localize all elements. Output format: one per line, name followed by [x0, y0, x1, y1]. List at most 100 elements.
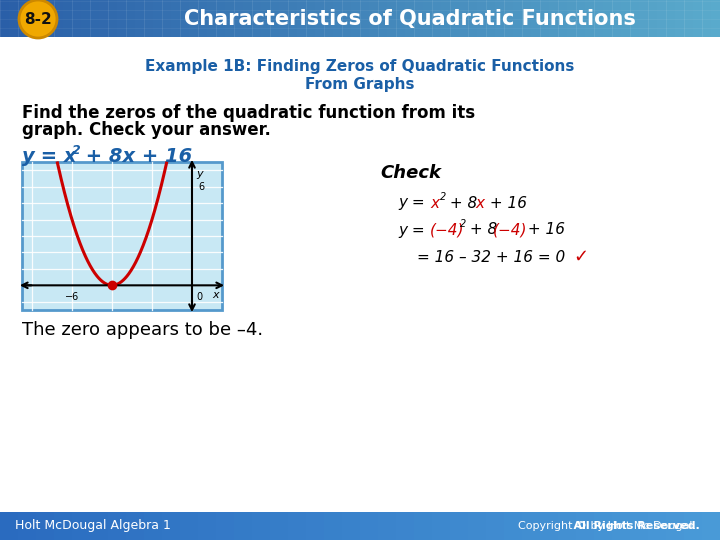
FancyBboxPatch shape: [576, 0, 586, 37]
FancyBboxPatch shape: [468, 512, 487, 540]
FancyBboxPatch shape: [585, 0, 595, 37]
FancyBboxPatch shape: [459, 0, 469, 37]
Text: x: x: [430, 195, 439, 211]
FancyBboxPatch shape: [540, 0, 550, 37]
FancyBboxPatch shape: [432, 512, 451, 540]
FancyBboxPatch shape: [621, 0, 631, 37]
FancyBboxPatch shape: [198, 512, 217, 540]
FancyBboxPatch shape: [549, 0, 559, 37]
FancyBboxPatch shape: [54, 512, 73, 540]
FancyBboxPatch shape: [90, 512, 109, 540]
FancyBboxPatch shape: [72, 0, 82, 37]
FancyBboxPatch shape: [63, 0, 73, 37]
Text: + 8: + 8: [445, 195, 477, 211]
FancyBboxPatch shape: [288, 512, 307, 540]
FancyBboxPatch shape: [324, 512, 343, 540]
FancyBboxPatch shape: [306, 512, 325, 540]
Text: = 16 – 32 + 16 = 0: = 16 – 32 + 16 = 0: [417, 249, 565, 265]
FancyBboxPatch shape: [648, 0, 658, 37]
FancyBboxPatch shape: [531, 0, 541, 37]
FancyBboxPatch shape: [54, 0, 64, 37]
FancyBboxPatch shape: [261, 0, 271, 37]
FancyBboxPatch shape: [9, 0, 19, 37]
FancyBboxPatch shape: [234, 0, 244, 37]
Text: Example 1B: Finding Zeros of Quadratic Functions: Example 1B: Finding Zeros of Quadratic F…: [145, 59, 575, 75]
FancyBboxPatch shape: [153, 0, 163, 37]
FancyBboxPatch shape: [27, 0, 37, 37]
FancyBboxPatch shape: [594, 512, 613, 540]
Text: 2: 2: [460, 219, 467, 229]
FancyBboxPatch shape: [216, 0, 226, 37]
Text: 8-2: 8-2: [24, 11, 52, 26]
Text: 6: 6: [198, 181, 204, 192]
FancyBboxPatch shape: [558, 512, 577, 540]
FancyBboxPatch shape: [504, 0, 514, 37]
FancyBboxPatch shape: [18, 0, 28, 37]
FancyBboxPatch shape: [279, 0, 289, 37]
FancyBboxPatch shape: [234, 512, 253, 540]
Text: + 8x + 16: + 8x + 16: [79, 147, 192, 166]
Text: y: y: [22, 147, 35, 166]
Circle shape: [19, 0, 57, 38]
FancyBboxPatch shape: [540, 512, 559, 540]
FancyBboxPatch shape: [18, 512, 37, 540]
FancyBboxPatch shape: [171, 0, 181, 37]
FancyBboxPatch shape: [126, 512, 145, 540]
FancyBboxPatch shape: [405, 0, 415, 37]
FancyBboxPatch shape: [36, 0, 46, 37]
Text: Find the zeros of the quadratic function from its: Find the zeros of the quadratic function…: [22, 104, 475, 122]
FancyBboxPatch shape: [162, 0, 172, 37]
FancyBboxPatch shape: [108, 0, 118, 37]
FancyBboxPatch shape: [414, 512, 433, 540]
Text: −6: −6: [65, 292, 79, 302]
FancyBboxPatch shape: [648, 512, 667, 540]
FancyBboxPatch shape: [441, 0, 451, 37]
FancyBboxPatch shape: [432, 0, 442, 37]
FancyBboxPatch shape: [126, 0, 136, 37]
Text: 2: 2: [72, 144, 81, 157]
Text: + 8: + 8: [465, 222, 498, 238]
Text: = x: = x: [34, 147, 76, 166]
FancyBboxPatch shape: [90, 0, 100, 37]
FancyBboxPatch shape: [630, 0, 640, 37]
Text: x: x: [475, 195, 484, 211]
FancyBboxPatch shape: [144, 512, 163, 540]
FancyBboxPatch shape: [594, 0, 604, 37]
FancyBboxPatch shape: [522, 512, 541, 540]
FancyBboxPatch shape: [342, 512, 361, 540]
FancyBboxPatch shape: [702, 512, 720, 540]
FancyBboxPatch shape: [414, 0, 424, 37]
Text: Holt McDougal Algebra 1: Holt McDougal Algebra 1: [15, 519, 171, 532]
FancyBboxPatch shape: [36, 512, 55, 540]
FancyBboxPatch shape: [108, 512, 127, 540]
FancyBboxPatch shape: [45, 0, 55, 37]
FancyBboxPatch shape: [72, 512, 91, 540]
FancyBboxPatch shape: [675, 0, 685, 37]
FancyBboxPatch shape: [450, 512, 469, 540]
FancyBboxPatch shape: [522, 0, 532, 37]
FancyBboxPatch shape: [612, 512, 631, 540]
FancyBboxPatch shape: [603, 0, 613, 37]
FancyBboxPatch shape: [288, 0, 298, 37]
FancyBboxPatch shape: [576, 512, 595, 540]
FancyBboxPatch shape: [162, 512, 181, 540]
FancyBboxPatch shape: [297, 0, 307, 37]
FancyBboxPatch shape: [702, 0, 712, 37]
Text: + 16: + 16: [485, 195, 527, 211]
FancyBboxPatch shape: [333, 0, 343, 37]
FancyBboxPatch shape: [396, 0, 406, 37]
FancyBboxPatch shape: [396, 512, 415, 540]
FancyBboxPatch shape: [198, 0, 208, 37]
FancyBboxPatch shape: [639, 0, 649, 37]
FancyBboxPatch shape: [630, 512, 649, 540]
FancyBboxPatch shape: [315, 0, 325, 37]
FancyBboxPatch shape: [558, 0, 568, 37]
Text: (−4): (−4): [430, 222, 464, 238]
Text: All Rights Reserved.: All Rights Reserved.: [434, 521, 700, 531]
Text: From Graphs: From Graphs: [305, 77, 415, 91]
FancyBboxPatch shape: [450, 0, 460, 37]
FancyBboxPatch shape: [180, 0, 190, 37]
FancyBboxPatch shape: [306, 0, 316, 37]
FancyBboxPatch shape: [711, 0, 720, 37]
FancyBboxPatch shape: [252, 512, 271, 540]
